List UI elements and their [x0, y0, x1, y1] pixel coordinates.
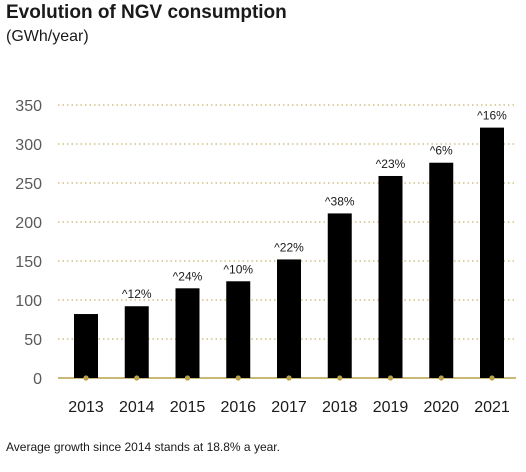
chart-title: Evolution of NGV consumption [6, 2, 287, 23]
growth-label: ^10% [223, 262, 253, 276]
x-axis-ticks: 2013 2014 2015 2016 2017 2018 2019 2020 2021 [68, 399, 510, 416]
y-tick-label: 0 [33, 371, 42, 388]
bar [124, 306, 149, 378]
growth-label: ^6% [430, 144, 453, 158]
bar [429, 162, 454, 378]
x-tick-label: 2015 [170, 399, 206, 416]
baseline-dot [286, 375, 292, 381]
growth-label: ^12% [122, 287, 152, 301]
growth-label: ^23% [376, 157, 406, 171]
bar [175, 288, 200, 378]
chart-subtitle: (GWh/year) [6, 28, 89, 45]
bar [226, 281, 251, 378]
baseline-dot [134, 375, 140, 381]
x-tick-label: 2017 [271, 399, 307, 416]
baseline-dot [235, 375, 241, 381]
x-tick-label: 2018 [322, 399, 358, 416]
footnote: Average growth since 2014 stands at 18.8… [6, 440, 280, 454]
y-tick-label: 150 [15, 254, 42, 271]
growth-label: ^24% [173, 269, 203, 283]
growth-label: ^22% [274, 240, 304, 254]
bar [480, 127, 504, 379]
x-tick-label: 2019 [373, 399, 409, 416]
bar [74, 314, 98, 378]
bar [277, 259, 301, 378]
y-tick-label: 250 [15, 176, 42, 193]
baseline-dot [489, 375, 495, 381]
baseline-dot [387, 375, 394, 381]
baseline-dot [184, 375, 191, 381]
x-tick-label: 2021 [474, 399, 510, 416]
growth-label: ^38% [325, 194, 355, 208]
y-tick-label: 200 [15, 215, 42, 232]
baseline-dot [337, 375, 343, 381]
growth-label: ^16% [477, 109, 507, 123]
y-tick-label: 300 [15, 137, 42, 154]
baseline-dot [438, 375, 444, 381]
baseline-dot [83, 375, 89, 381]
bar-chart: 0 50 100 150 200 250 300 350 ^12% ^24% ^10% ^22% ^3… [15, 98, 516, 416]
x-tick-label: 2014 [119, 399, 155, 416]
bars [74, 127, 504, 381]
y-axis-ticks: 0 50 100 150 200 250 300 350 [15, 98, 42, 388]
bar [327, 213, 352, 378]
y-tick-label: 350 [15, 98, 42, 115]
x-tick-label: 2020 [423, 399, 459, 416]
y-tick-label: 100 [15, 293, 42, 310]
y-tick-label: 50 [24, 332, 42, 349]
growth-labels: ^12% ^24% ^10% ^22% ^38% ^23% ^6% ^16% [122, 109, 507, 302]
bar [378, 175, 403, 378]
x-tick-label: 2013 [68, 399, 104, 416]
x-tick-label: 2016 [220, 399, 256, 416]
